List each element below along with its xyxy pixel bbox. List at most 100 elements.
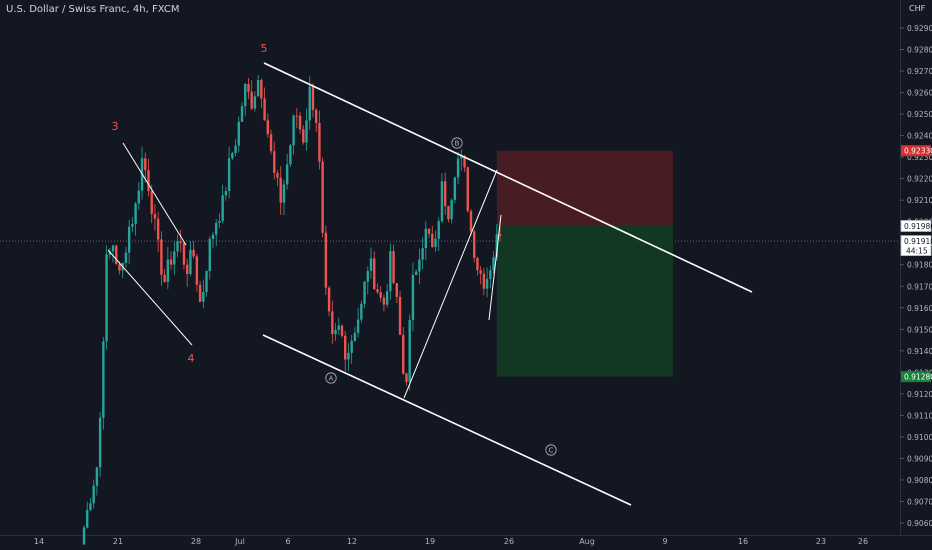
circled-label: C xyxy=(549,447,554,455)
candle-body xyxy=(366,270,369,282)
candle-body xyxy=(337,325,340,330)
circled-label-ring xyxy=(545,444,557,456)
candle-body xyxy=(318,122,321,162)
candle-body xyxy=(227,158,231,192)
candle-body xyxy=(105,254,108,342)
candle-body xyxy=(231,152,234,159)
candle-body xyxy=(495,234,498,258)
candle-body xyxy=(92,485,95,504)
candle-body xyxy=(221,195,224,222)
candle-body xyxy=(147,170,150,192)
candle-body xyxy=(431,233,434,248)
candle-body xyxy=(482,273,486,289)
triangle-right-line xyxy=(488,214,502,321)
wave-label: 4 xyxy=(188,352,195,365)
candle-body xyxy=(237,121,240,146)
candle-body xyxy=(421,248,424,260)
candle-body xyxy=(266,120,270,135)
candle-body xyxy=(347,352,350,360)
candle-body xyxy=(144,158,147,171)
candle-body xyxy=(202,291,205,302)
candle-body xyxy=(453,177,457,200)
candle-body xyxy=(440,181,444,222)
x-tick-label: 26 xyxy=(858,537,868,546)
candle-body xyxy=(498,234,502,236)
candle-body xyxy=(289,145,292,165)
candle-body xyxy=(166,259,170,282)
time-axis: 14 21 28 Jul 6 12 19 26 Aug 9 16 23 26 xyxy=(34,537,868,546)
candle-body xyxy=(418,259,421,272)
candle-body xyxy=(189,249,192,275)
candle-body xyxy=(405,373,408,382)
candle-body xyxy=(485,279,489,289)
candle-body xyxy=(327,287,331,312)
circled-label: A xyxy=(329,375,334,383)
candle-body xyxy=(398,296,402,335)
candle-body xyxy=(160,239,163,275)
candle-body xyxy=(86,509,89,528)
candles xyxy=(82,74,502,545)
candle-body xyxy=(373,258,376,290)
candle-body xyxy=(260,80,263,99)
candle-body xyxy=(98,417,102,468)
candle-body xyxy=(195,256,199,285)
candle-body xyxy=(137,190,141,204)
candle-body xyxy=(321,161,324,233)
candle-body xyxy=(360,303,363,320)
candle-body xyxy=(276,172,279,178)
candle-body xyxy=(282,184,286,203)
candle-body xyxy=(192,249,195,257)
x-tick-label: 6 xyxy=(285,537,290,546)
candle-body xyxy=(424,228,428,249)
candle-body xyxy=(427,228,431,234)
candle-body xyxy=(240,106,244,122)
candle-body xyxy=(273,151,276,173)
target-price-badge-bg xyxy=(901,371,931,383)
candle-body xyxy=(269,134,273,152)
triangle-left-line xyxy=(403,169,498,399)
candle-body xyxy=(215,222,218,235)
candle-body xyxy=(456,158,460,178)
entry-price-badge-bg xyxy=(900,220,932,232)
candle-body xyxy=(434,238,437,248)
lower-channel-line xyxy=(262,334,632,506)
wedge-upper-line xyxy=(122,142,187,246)
candle-body xyxy=(218,221,221,223)
candle-body xyxy=(340,325,344,336)
wave-label: 3 xyxy=(112,120,119,133)
candle-body xyxy=(369,258,373,271)
candle-body xyxy=(379,292,382,298)
candle-body xyxy=(111,245,115,252)
candle-body xyxy=(295,115,299,117)
candle-body xyxy=(82,527,86,545)
x-tick-label: 21 xyxy=(113,537,123,546)
candle-body xyxy=(492,257,495,271)
candle-body xyxy=(395,282,399,297)
current-price-badge: 0.91910 xyxy=(904,237,932,246)
candle-body xyxy=(208,238,211,271)
candle-body xyxy=(153,214,157,219)
candle-body xyxy=(463,156,466,168)
candle-body xyxy=(292,115,295,146)
candle-body xyxy=(324,232,328,288)
target-price-badge: 0.91280 xyxy=(904,373,932,382)
candle-body xyxy=(115,245,118,265)
entry-price-badge: 0.91980 xyxy=(904,222,932,231)
candle-body xyxy=(169,259,173,265)
take-profit-zone xyxy=(497,226,673,377)
candle-body xyxy=(363,281,366,304)
upper-channel-line xyxy=(263,62,753,293)
candle-body xyxy=(127,226,131,253)
candle-body xyxy=(389,250,392,292)
candle-body xyxy=(156,218,160,240)
candle-body xyxy=(334,329,337,335)
candle-body xyxy=(305,120,308,143)
candle-body xyxy=(211,234,215,239)
